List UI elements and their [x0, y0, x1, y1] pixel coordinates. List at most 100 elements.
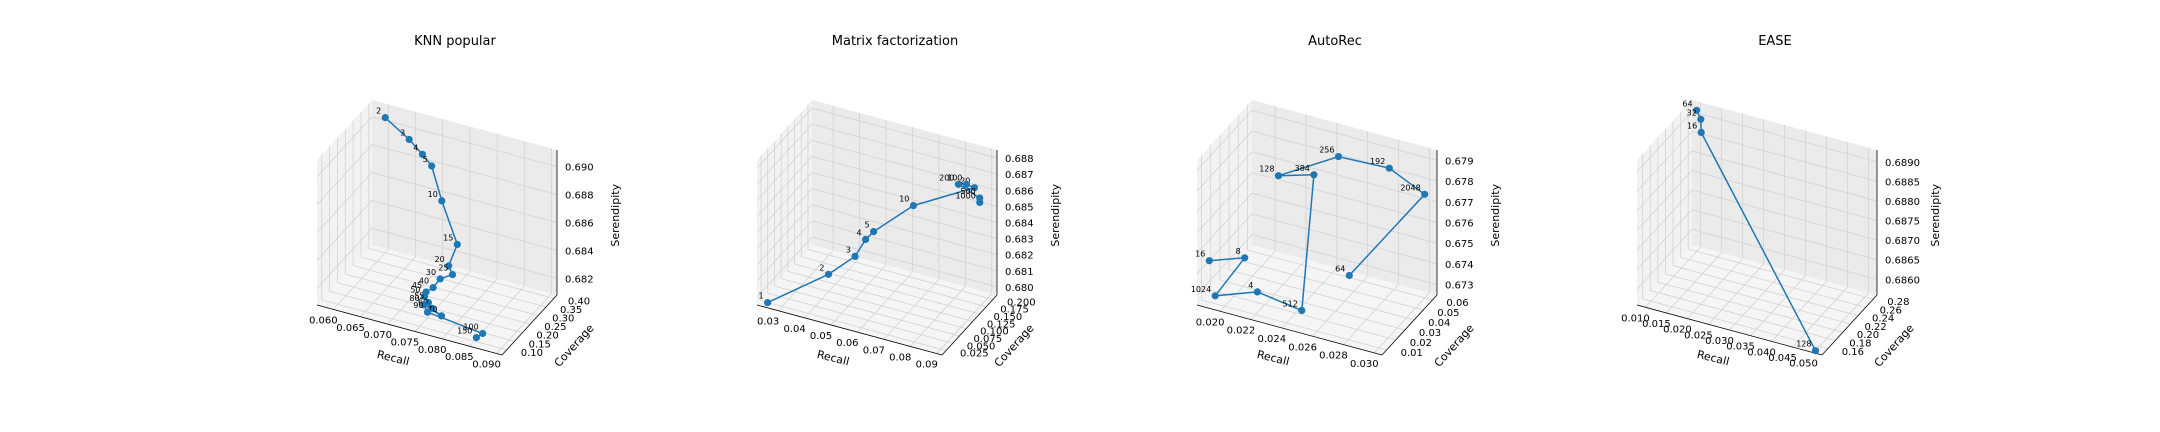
data-point [437, 312, 446, 320]
z-gridline-left [1636, 111, 1693, 173]
z-gridline-back [1691, 209, 1878, 261]
point-label: 1 [759, 292, 764, 301]
y-tick-label: 0.01 [1401, 348, 1423, 359]
z-gridline-left [756, 123, 813, 185]
data-point [862, 235, 870, 244]
y-axis-line [1821, 294, 1878, 356]
x-gridline [1687, 258, 1743, 319]
y-tick-label: 0.40 [568, 296, 590, 307]
y-gridline [1688, 248, 1874, 300]
z-gridline-back [371, 199, 558, 251]
y-tick-label: 0.175 [1000, 305, 1029, 316]
y-tick-label: 0.20 [1857, 330, 1879, 341]
z-gridline-back [371, 227, 558, 279]
y-gridline [1201, 299, 1387, 351]
y-tick-label: 0.150 [994, 312, 1023, 323]
data-point [1697, 128, 1705, 136]
z-axis-label: Serendipity [609, 183, 622, 246]
x-tick-label: 0.05 [810, 331, 832, 342]
z-gridline-back [371, 172, 558, 223]
z-gridline-left [756, 220, 813, 282]
data-point [479, 329, 487, 338]
x-gridline [830, 264, 887, 326]
z-gridline-left [756, 236, 813, 298]
point-label: 4 [413, 143, 418, 152]
z-gridline-left [316, 172, 373, 233]
z-tick-label: 0.676 [1445, 219, 1474, 230]
x-tick-label: 0.080 [418, 345, 447, 356]
point-label: 1000 [955, 191, 975, 200]
point-label: 512 [1283, 300, 1298, 309]
y-tick-label: 0.200 [1007, 297, 1036, 308]
x-tick-label: 0.060 [309, 315, 338, 326]
z-gridline-back [1251, 130, 1438, 182]
tick-labels: 0.0100.0150.0200.0250.0300.0350.0400.045… [1621, 158, 1920, 370]
data-point [445, 262, 453, 270]
x-gridline [1729, 269, 1785, 331]
chart-title: AutoRec [1308, 34, 1362, 49]
y-gridline [807, 249, 994, 300]
point-label: 15 [443, 233, 453, 242]
data-point [429, 284, 437, 292]
point-label: 16 [1687, 121, 1697, 130]
x-tick-label: 0.028 [1319, 351, 1348, 362]
z-tick-label: 0.679 [1445, 156, 1474, 167]
data-point [453, 240, 461, 248]
z-gridline-back [1251, 109, 1438, 161]
point-label: 45 [412, 281, 422, 290]
z-gridline-left [756, 107, 813, 169]
point-label: 2 [376, 107, 381, 116]
x-gridline [1708, 264, 1764, 325]
point-label: 384 [1295, 164, 1310, 173]
x-gridline [1645, 247, 1701, 308]
x-tick-label: 0.030 [1350, 359, 1379, 370]
y-tick-label: 0.100 [980, 327, 1009, 338]
floor-pane [317, 245, 557, 355]
data-point [418, 150, 426, 158]
x-tick-label: 0.090 [472, 360, 501, 371]
y-tick-label: 0.20 [536, 331, 558, 342]
y-gridline [1680, 257, 1866, 308]
data-point [851, 252, 859, 260]
z-tick-label: 0.690 [565, 163, 594, 174]
z-gridline-back [1691, 130, 1878, 182]
x-tick-label: 0.075 [391, 337, 420, 348]
z-tick-label: 0.684 [1005, 219, 1034, 230]
x-gridline [883, 279, 940, 340]
x-axis-line [316, 304, 503, 356]
y-gridline [1657, 281, 1843, 333]
y-tick-label: 0.125 [987, 319, 1016, 330]
y-gridline [1650, 290, 1836, 341]
z-gridline-left [756, 204, 813, 265]
z-gridline-back [1691, 170, 1878, 221]
point-label: 70 [427, 305, 437, 314]
x-gridline [333, 249, 389, 310]
x-gridline [360, 256, 416, 318]
data-point [970, 184, 979, 192]
z-gridline-left [1636, 189, 1693, 251]
z-tick-label: 0.678 [1445, 177, 1474, 188]
z-tick-label: 0.6865 [1885, 256, 1920, 267]
x-gridline [1666, 252, 1722, 314]
y-gridline [801, 256, 987, 308]
z-gridline-left [756, 188, 813, 249]
data-point [436, 275, 444, 283]
data-point [420, 301, 428, 309]
point-label: 4 [1248, 281, 1253, 290]
data-point [1334, 153, 1343, 161]
z-tick-label: 0.687 [1005, 170, 1034, 181]
x-gridline [777, 250, 834, 311]
y-tick-label: 0.28 [1887, 297, 1909, 308]
z-tick-label: 0.682 [565, 274, 594, 285]
y-tick-label: 0.03 [1419, 328, 1441, 339]
x-axis-line [1636, 304, 1823, 356]
point-label: 128 [1796, 340, 1811, 349]
x-tick-label: 0.010 [1621, 313, 1650, 324]
data-point [954, 180, 963, 188]
floor-pane [1197, 245, 1437, 355]
x-tick-label: 0.050 [1789, 359, 1818, 370]
y-tick-label: 0.04 [1428, 318, 1450, 329]
chart-panel-2: 0.030.040.050.060.070.080.090.0250.0500.… [756, 34, 1062, 371]
z-gridline-left [316, 144, 373, 205]
data-point [976, 198, 984, 206]
